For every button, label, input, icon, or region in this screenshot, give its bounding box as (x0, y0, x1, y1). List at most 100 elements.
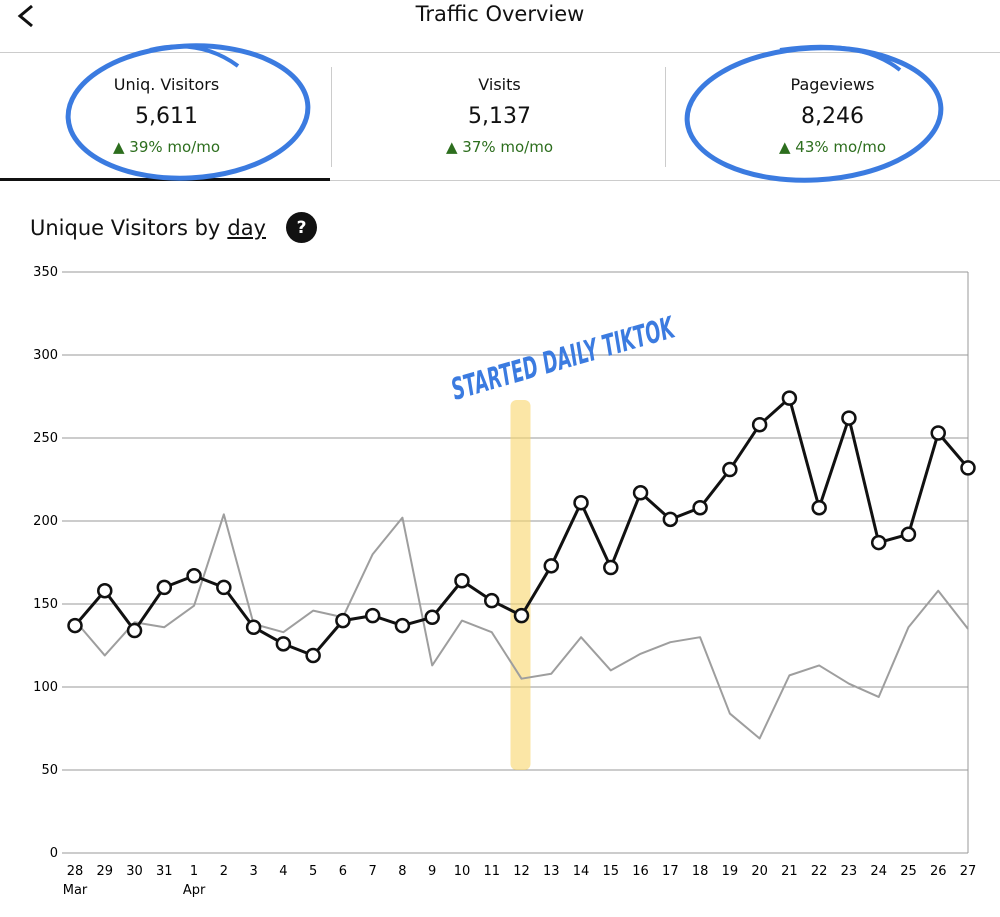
point (692, 499, 708, 516)
point (841, 410, 857, 426)
x-tick-label: 7 (369, 864, 377, 879)
x-tick-sublabel: Apr (183, 883, 206, 898)
y-tick-label: 300 (33, 348, 58, 363)
point (424, 609, 440, 626)
point (632, 485, 649, 501)
point (870, 534, 887, 551)
x-tick-label: 6 (339, 864, 347, 879)
point (662, 511, 679, 528)
stat-tab[interactable]: Uniq. Visitors 5,611 ▲ 39% mo/mo (0, 53, 333, 180)
y-tick-label: 100 (33, 680, 58, 695)
annotation: STARTED DAILY TIKTOK (448, 310, 680, 407)
x-tick-label: 13 (543, 864, 560, 879)
header-title: Traffic Overview (415, 2, 585, 26)
y-tick-label: 150 (33, 597, 58, 612)
point (513, 607, 530, 624)
x-tick-label: 22 (811, 864, 828, 879)
chart-header: Unique Visitors by day ? (30, 212, 317, 243)
x-tick-label: 3 (249, 864, 257, 879)
y-tick-label: 250 (33, 431, 58, 446)
point (811, 499, 827, 516)
chart: 0 50 100 150 200 250 300 350 STARTED DAILY TIKTO… (33, 265, 977, 898)
x-tick-sublabel: Mar (63, 883, 88, 898)
x-tick-label: 1 (190, 864, 198, 879)
stat-label: Pageviews (790, 75, 875, 94)
x-tick-label: 24 (870, 864, 887, 879)
x-tick-label: 29 (96, 864, 113, 879)
point (930, 425, 946, 441)
x-tick-label: 26 (930, 864, 947, 879)
hand-drawn-circles (65, 43, 944, 183)
point (335, 612, 351, 629)
point (781, 390, 798, 406)
point (483, 592, 500, 609)
stat-change: ▲ 39% mo/mo (112, 138, 221, 156)
divider (665, 67, 666, 167)
stat-label: Uniq. Visitors (113, 75, 220, 94)
x-tick-label: 2 (220, 864, 228, 879)
chart-title: Unique Visitors by (30, 215, 221, 240)
stat-tab[interactable]: Pageviews 8,246 ▲ 43% mo/mo (666, 53, 999, 180)
x-tick-label: 27 (960, 864, 977, 879)
point (722, 461, 738, 478)
point (900, 526, 917, 543)
x-tick-label: 9 (428, 864, 436, 879)
point (960, 460, 976, 476)
x-tick-label: 15 (603, 864, 620, 879)
divider (331, 67, 332, 167)
stat-value: 8,246 (801, 104, 864, 129)
x-tick-label: 11 (483, 864, 500, 879)
point (751, 416, 768, 433)
stat-tab[interactable]: Visits 5,137 ▲ 37% mo/mo (333, 53, 666, 180)
line (74, 513, 969, 740)
point (454, 573, 470, 589)
y-tick-label: 350 (33, 265, 58, 280)
x-tick-label: 16 (632, 864, 649, 879)
x-tick-label: 23 (841, 864, 858, 879)
stat-value: 5,611 (135, 104, 198, 129)
y-tick-label: 200 (33, 514, 58, 529)
point (126, 622, 143, 639)
point (186, 568, 202, 584)
x-tick-label: 12 (513, 864, 530, 879)
x-tick-label: 31 (156, 864, 173, 879)
point (543, 558, 560, 574)
x-tick-label: 19 (722, 864, 739, 879)
back-icon[interactable] (14, 4, 38, 28)
point (245, 619, 262, 635)
stat-change: ▲ 43% mo/mo (778, 138, 887, 156)
x-tick-label: 10 (454, 864, 471, 879)
y-tick-label: 50 (41, 763, 58, 778)
stat-change: ▲ 37% mo/mo (445, 138, 554, 156)
highlight (510, 400, 531, 770)
x-tick-label: 17 (662, 864, 679, 879)
point (216, 579, 232, 596)
x-tick-label: 8 (398, 864, 406, 879)
x-tick-label: 18 (692, 864, 709, 879)
stat-label: Visits (478, 75, 521, 94)
divider (0, 52, 1000, 53)
divider (0, 180, 1000, 181)
point (573, 494, 589, 511)
x-tick-label: 25 (900, 864, 917, 879)
period-selector[interactable]: day (227, 215, 266, 240)
point (603, 559, 619, 576)
x-tick-label: 4 (279, 864, 287, 879)
x-tick-label: 30 (126, 864, 143, 879)
point (364, 607, 381, 624)
help-button[interactable]: ? (286, 212, 317, 243)
y-tick-label: 0 (50, 846, 58, 861)
point (156, 579, 173, 596)
point (97, 582, 113, 599)
point (67, 617, 83, 634)
x-tick-label: 14 (573, 864, 590, 879)
x-tick-label: 28 (67, 864, 84, 879)
x-tick-label: 20 (751, 864, 768, 879)
x-tick-label: 5 (309, 864, 317, 879)
x-tick-label: 21 (781, 864, 798, 879)
stat-value: 5,137 (468, 104, 531, 129)
point (305, 647, 321, 664)
point (394, 617, 411, 634)
point (275, 636, 292, 652)
